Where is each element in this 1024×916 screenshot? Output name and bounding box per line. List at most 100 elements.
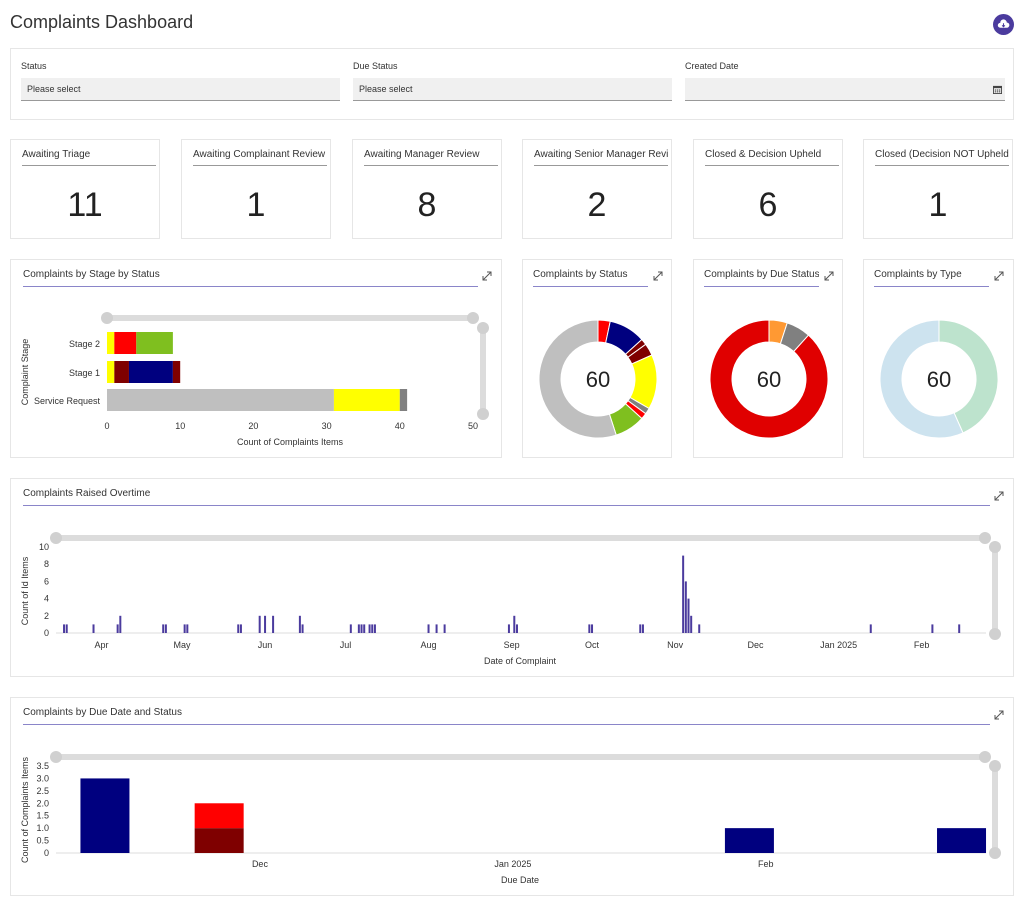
scroll-handle[interactable] bbox=[979, 751, 991, 763]
bar bbox=[164, 624, 167, 633]
bar bbox=[237, 624, 240, 633]
status-chart-card: Complaints by Status 60 bbox=[522, 259, 672, 458]
pie-slice bbox=[938, 319, 999, 434]
type-chart-card: Complaints by Type 60 bbox=[863, 259, 1014, 458]
scroll-handle[interactable] bbox=[50, 532, 62, 544]
duedate-chart: 0 0.5 1.0 1.5 2.0 2.5 3.0 3.5 Dec Jan 2025 Feb Due … bbox=[20, 751, 1001, 885]
kpi-label: Awaiting Manager Review bbox=[364, 149, 498, 166]
pie-center-label: 60 bbox=[927, 367, 951, 392]
x-tick-label: 0 bbox=[104, 421, 109, 431]
status-pie-chart: 60 bbox=[538, 319, 658, 439]
kpi-label: Closed & Decision Upheld bbox=[705, 149, 839, 166]
bar bbox=[513, 615, 516, 633]
scroll-handle[interactable] bbox=[50, 751, 62, 763]
bar-segment bbox=[107, 389, 334, 411]
pie-slice bbox=[879, 319, 964, 439]
x-tick-label: Feb bbox=[758, 859, 774, 869]
scroll-handle[interactable] bbox=[477, 408, 489, 420]
type-pie-chart: 60 bbox=[879, 319, 999, 439]
bar-segment bbox=[399, 389, 408, 411]
bar bbox=[92, 624, 95, 633]
kpi-value: 1 bbox=[928, 186, 948, 224]
x-axis-label: Date of Complaint bbox=[484, 656, 557, 666]
scroll-handle[interactable] bbox=[477, 322, 489, 334]
y-tick-label: Stage 1 bbox=[69, 368, 100, 378]
expand-icon[interactable] bbox=[994, 710, 1004, 720]
pie-center-label: 60 bbox=[586, 367, 610, 392]
scroll-handle[interactable] bbox=[467, 312, 479, 324]
cloud-download-icon bbox=[997, 19, 1010, 28]
overtime-chart-card: Complaints Raised Overtime 0 2 4 6 8 10 Apr May… bbox=[10, 478, 1014, 677]
bar-segment bbox=[724, 828, 774, 853]
bar bbox=[931, 624, 934, 633]
due-status-chart-title: Complaints by Due Status bbox=[704, 269, 819, 287]
expand-icon[interactable] bbox=[994, 271, 1004, 281]
created-date-filter-label: Created Date bbox=[685, 61, 739, 71]
status-select[interactable]: Please select bbox=[21, 78, 340, 101]
bar bbox=[684, 581, 687, 633]
expand-icon[interactable] bbox=[994, 491, 1004, 501]
bar bbox=[272, 615, 275, 633]
bar bbox=[357, 624, 360, 633]
bar bbox=[641, 624, 644, 633]
scroll-handle[interactable] bbox=[979, 532, 991, 544]
y-tick-label: 4 bbox=[44, 594, 49, 604]
scroll-handle[interactable] bbox=[989, 628, 1001, 640]
bar bbox=[162, 624, 165, 633]
bar-segment bbox=[172, 361, 181, 383]
expand-icon[interactable] bbox=[653, 271, 663, 281]
y-tick-label: 3.0 bbox=[36, 773, 49, 783]
bar bbox=[687, 598, 690, 633]
y-axis-label: Complaint Stage bbox=[20, 339, 30, 406]
kpi-value: 2 bbox=[587, 186, 607, 224]
kpi-awaiting-complainant-review: Awaiting Complainant Review 1 bbox=[181, 139, 331, 239]
bar bbox=[183, 624, 186, 633]
bar-segment bbox=[937, 828, 987, 853]
x-tick-label: 50 bbox=[468, 421, 478, 431]
scroll-handle[interactable] bbox=[101, 312, 113, 324]
y-axis-label: Count of Id Items bbox=[20, 556, 30, 625]
due-status-select[interactable]: Please select bbox=[353, 78, 672, 101]
duedate-chart-card: Complaints by Due Date and Status 0 0.5 1.… bbox=[10, 697, 1014, 896]
filter-panel: Status Please select Due Status Please s… bbox=[10, 48, 1014, 120]
bar-segment bbox=[107, 361, 115, 383]
download-button[interactable] bbox=[993, 14, 1014, 35]
y-tick-label: 2 bbox=[44, 611, 49, 621]
due-status-pie-chart: 60 bbox=[709, 319, 829, 439]
x-tick-label: May bbox=[173, 640, 191, 650]
bar bbox=[63, 624, 66, 633]
bar bbox=[258, 615, 261, 633]
x-tick-label: Nov bbox=[667, 640, 684, 650]
type-chart-title: Complaints by Type bbox=[874, 269, 989, 287]
scroll-handle[interactable] bbox=[989, 760, 1001, 772]
bar-segment bbox=[333, 389, 400, 411]
calendar-icon[interactable] bbox=[993, 85, 1002, 94]
bar bbox=[349, 624, 352, 633]
bar-segment bbox=[136, 332, 173, 354]
expand-icon[interactable] bbox=[482, 271, 492, 281]
y-tick-label: 1.0 bbox=[36, 823, 49, 833]
pie-slice bbox=[538, 319, 617, 439]
bar bbox=[639, 624, 642, 633]
bar bbox=[690, 615, 693, 633]
bar-segment bbox=[114, 361, 129, 383]
x-tick-label: Feb bbox=[914, 640, 930, 650]
bar bbox=[869, 624, 872, 633]
scroll-handle[interactable] bbox=[989, 847, 1001, 859]
x-tick-label: Dec bbox=[748, 640, 765, 650]
created-date-input[interactable] bbox=[685, 78, 1005, 101]
x-tick-label: Sep bbox=[504, 640, 520, 650]
expand-icon[interactable] bbox=[824, 271, 834, 281]
x-tick-label: 20 bbox=[248, 421, 258, 431]
scroll-handle[interactable] bbox=[989, 541, 1001, 553]
x-tick-label: Jan 2025 bbox=[820, 640, 857, 650]
bar bbox=[515, 624, 518, 633]
y-tick-label: Service Request bbox=[34, 396, 101, 406]
bar bbox=[239, 624, 242, 633]
x-tick-label: Jun bbox=[258, 640, 273, 650]
bar bbox=[427, 624, 430, 633]
x-tick-label: Jul bbox=[340, 640, 352, 650]
x-tick-label: Oct bbox=[585, 640, 600, 650]
bar bbox=[588, 624, 591, 633]
due-status-filter-label: Due Status bbox=[353, 61, 398, 71]
